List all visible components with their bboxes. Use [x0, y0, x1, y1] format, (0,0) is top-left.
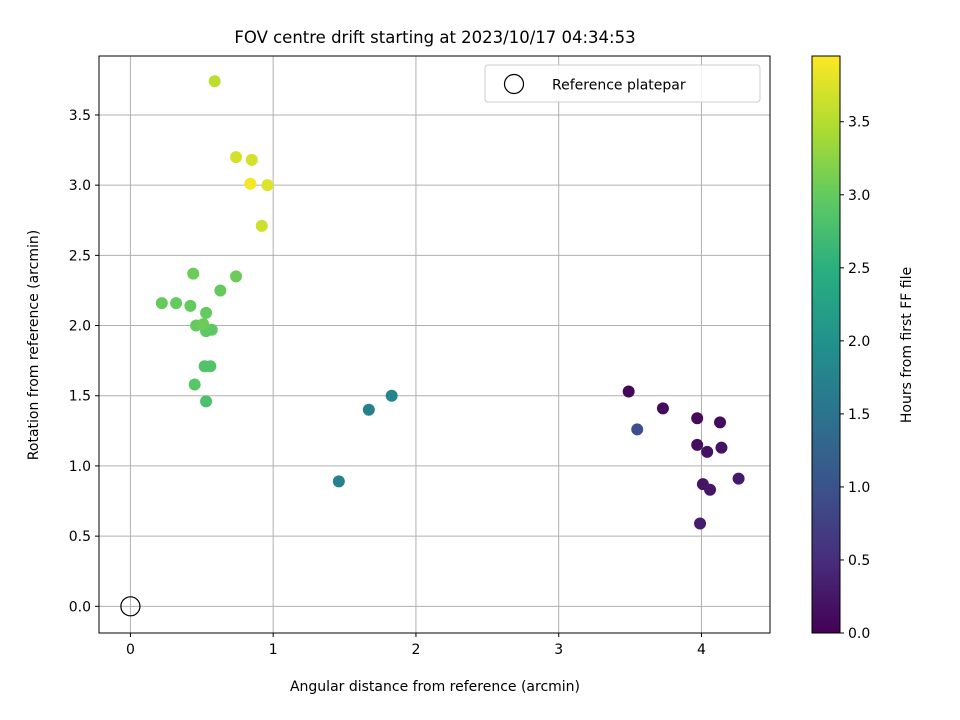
- data-point: [691, 438, 704, 451]
- colorbar: 0.0 0.5 1.0 1.5 2.0 2.5 3.0 3.5 Hours from firs…: [811, 55, 915, 642]
- data-point: [230, 151, 243, 164]
- reference-point: [120, 596, 141, 617]
- colorbar-gradient: [812, 56, 840, 633]
- legend-entry-label: Reference platepar: [552, 78, 686, 94]
- colorbar-tick-label: 3.0: [848, 188, 870, 204]
- data-point: [214, 284, 227, 297]
- data-point: [208, 75, 221, 88]
- colorbar-tick-label: 1.0: [848, 480, 870, 496]
- data-point: [701, 445, 714, 458]
- data-point: [332, 475, 345, 488]
- y-tick-label: 0.5: [69, 529, 91, 545]
- data-point: [631, 423, 644, 436]
- colorbar-ticks: 0.0 0.5 1.0 1.5 2.0 2.5 3.0 3.5: [840, 115, 870, 642]
- x-tick-label: 3: [554, 642, 563, 658]
- data-point: [204, 360, 217, 373]
- data-point: [714, 416, 727, 429]
- data-points: [155, 75, 745, 530]
- y-tick-label: 1.0: [69, 459, 91, 475]
- y-tick-label: 2.0: [69, 319, 91, 335]
- colorbar-tick-label: 0.5: [848, 553, 870, 569]
- x-axis-ticks: 0 1 2 3 4: [126, 633, 706, 658]
- data-point: [200, 306, 213, 319]
- data-point: [184, 299, 197, 312]
- data-point: [170, 297, 183, 310]
- data-point: [205, 323, 218, 336]
- colorbar-label: Hours from first FF file: [899, 267, 915, 423]
- data-point: [230, 270, 243, 283]
- colorbar-tick-label: 3.5: [848, 115, 870, 131]
- x-tick-label: 0: [126, 642, 135, 658]
- legend: Reference platepar: [484, 64, 761, 103]
- x-tick-label: 2: [411, 642, 420, 658]
- data-point: [622, 385, 635, 398]
- x-axis-label: Angular distance from reference (arcmin): [290, 679, 580, 695]
- x-tick-label: 4: [697, 642, 706, 658]
- colorbar-tick-label: 0.0: [848, 626, 870, 642]
- data-point: [704, 483, 717, 496]
- reference-marker: [120, 596, 141, 617]
- plot-frame: [98, 55, 771, 634]
- y-tick-label: 0.0: [69, 599, 91, 615]
- data-point: [188, 378, 201, 391]
- data-point: [656, 402, 669, 415]
- colorbar-tick-label: 1.5: [848, 407, 870, 423]
- x-tick-label: 1: [269, 642, 278, 658]
- y-tick-label: 3.0: [69, 178, 91, 194]
- data-point: [362, 403, 375, 416]
- data-point: [694, 517, 707, 530]
- data-point: [187, 267, 200, 280]
- colorbar-frame: [811, 55, 841, 634]
- colorbar-tick-label: 2.5: [848, 261, 870, 277]
- data-point: [261, 179, 274, 192]
- data-point: [197, 318, 210, 331]
- y-tick-label: 1.5: [69, 389, 91, 405]
- grid-lines: [99, 56, 770, 633]
- data-point: [155, 297, 168, 310]
- data-point: [385, 389, 398, 402]
- y-axis-label: Rotation from reference (arcmin): [26, 230, 42, 460]
- data-point: [245, 153, 258, 166]
- colorbar-tick-label: 2.0: [848, 334, 870, 350]
- data-point: [200, 395, 213, 408]
- chart-title: FOV centre drift starting at 2023/10/17 …: [234, 28, 635, 47]
- data-point: [732, 472, 745, 485]
- y-tick-label: 2.5: [69, 248, 91, 264]
- y-axis-ticks: 0.0 0.5 1.0 1.5 2.0 2.5 3.0 3.5: [69, 108, 99, 615]
- data-point: [255, 219, 268, 232]
- y-tick-label: 3.5: [69, 108, 91, 124]
- data-point: [691, 412, 704, 425]
- data-point: [715, 441, 728, 454]
- legend-reference-marker: [503, 73, 525, 95]
- legend-box: [484, 64, 761, 103]
- data-point: [244, 177, 257, 190]
